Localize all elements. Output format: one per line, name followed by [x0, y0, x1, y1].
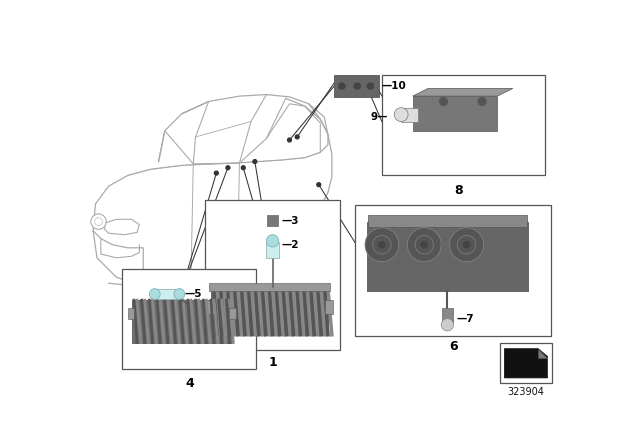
Circle shape [214, 171, 218, 175]
Bar [325, 300, 333, 314]
Circle shape [295, 135, 299, 139]
Text: —3: —3 [282, 216, 300, 226]
Polygon shape [538, 349, 547, 358]
Bar [382, 75, 545, 176]
Circle shape [91, 214, 106, 229]
Text: —2: —2 [282, 240, 300, 250]
Circle shape [174, 289, 185, 299]
Text: —7: —7 [456, 314, 474, 324]
Circle shape [339, 83, 345, 89]
Bar [267, 215, 278, 226]
Polygon shape [504, 349, 547, 378]
Bar [368, 215, 527, 227]
Text: 1: 1 [268, 356, 277, 369]
Bar [155, 289, 179, 299]
Bar [206, 300, 214, 314]
Circle shape [478, 98, 486, 105]
Circle shape [407, 228, 441, 262]
Text: —5: —5 [184, 289, 202, 299]
Bar [442, 308, 452, 323]
Bar [132, 300, 232, 343]
Circle shape [394, 108, 408, 121]
Circle shape [317, 183, 321, 186]
Bar [355, 205, 551, 336]
Circle shape [266, 235, 279, 247]
Circle shape [149, 289, 160, 299]
Bar [122, 269, 257, 370]
Bar [230, 308, 236, 319]
Circle shape [241, 166, 245, 170]
Bar [500, 343, 552, 383]
Text: 9—: 9— [371, 112, 388, 122]
Circle shape [450, 228, 484, 262]
Circle shape [226, 166, 230, 170]
Bar [128, 308, 134, 319]
Bar [209, 283, 330, 291]
Circle shape [253, 159, 257, 164]
Text: 4: 4 [185, 377, 194, 390]
Bar [266, 242, 279, 258]
Polygon shape [413, 88, 513, 96]
Bar [211, 289, 328, 335]
Bar [413, 96, 497, 131]
Circle shape [287, 138, 291, 142]
Circle shape [463, 241, 470, 249]
Circle shape [441, 319, 454, 331]
Bar [334, 75, 379, 97]
Bar [367, 222, 528, 291]
Circle shape [440, 98, 447, 105]
Text: 6: 6 [449, 340, 458, 353]
Circle shape [365, 228, 399, 262]
Circle shape [367, 83, 373, 89]
Circle shape [354, 83, 360, 89]
Text: —10: —10 [382, 81, 406, 91]
Bar [401, 108, 418, 121]
Circle shape [420, 241, 428, 249]
Text: 8: 8 [454, 184, 463, 197]
Bar [205, 200, 340, 350]
Circle shape [378, 241, 386, 249]
Text: 323904: 323904 [508, 387, 545, 397]
